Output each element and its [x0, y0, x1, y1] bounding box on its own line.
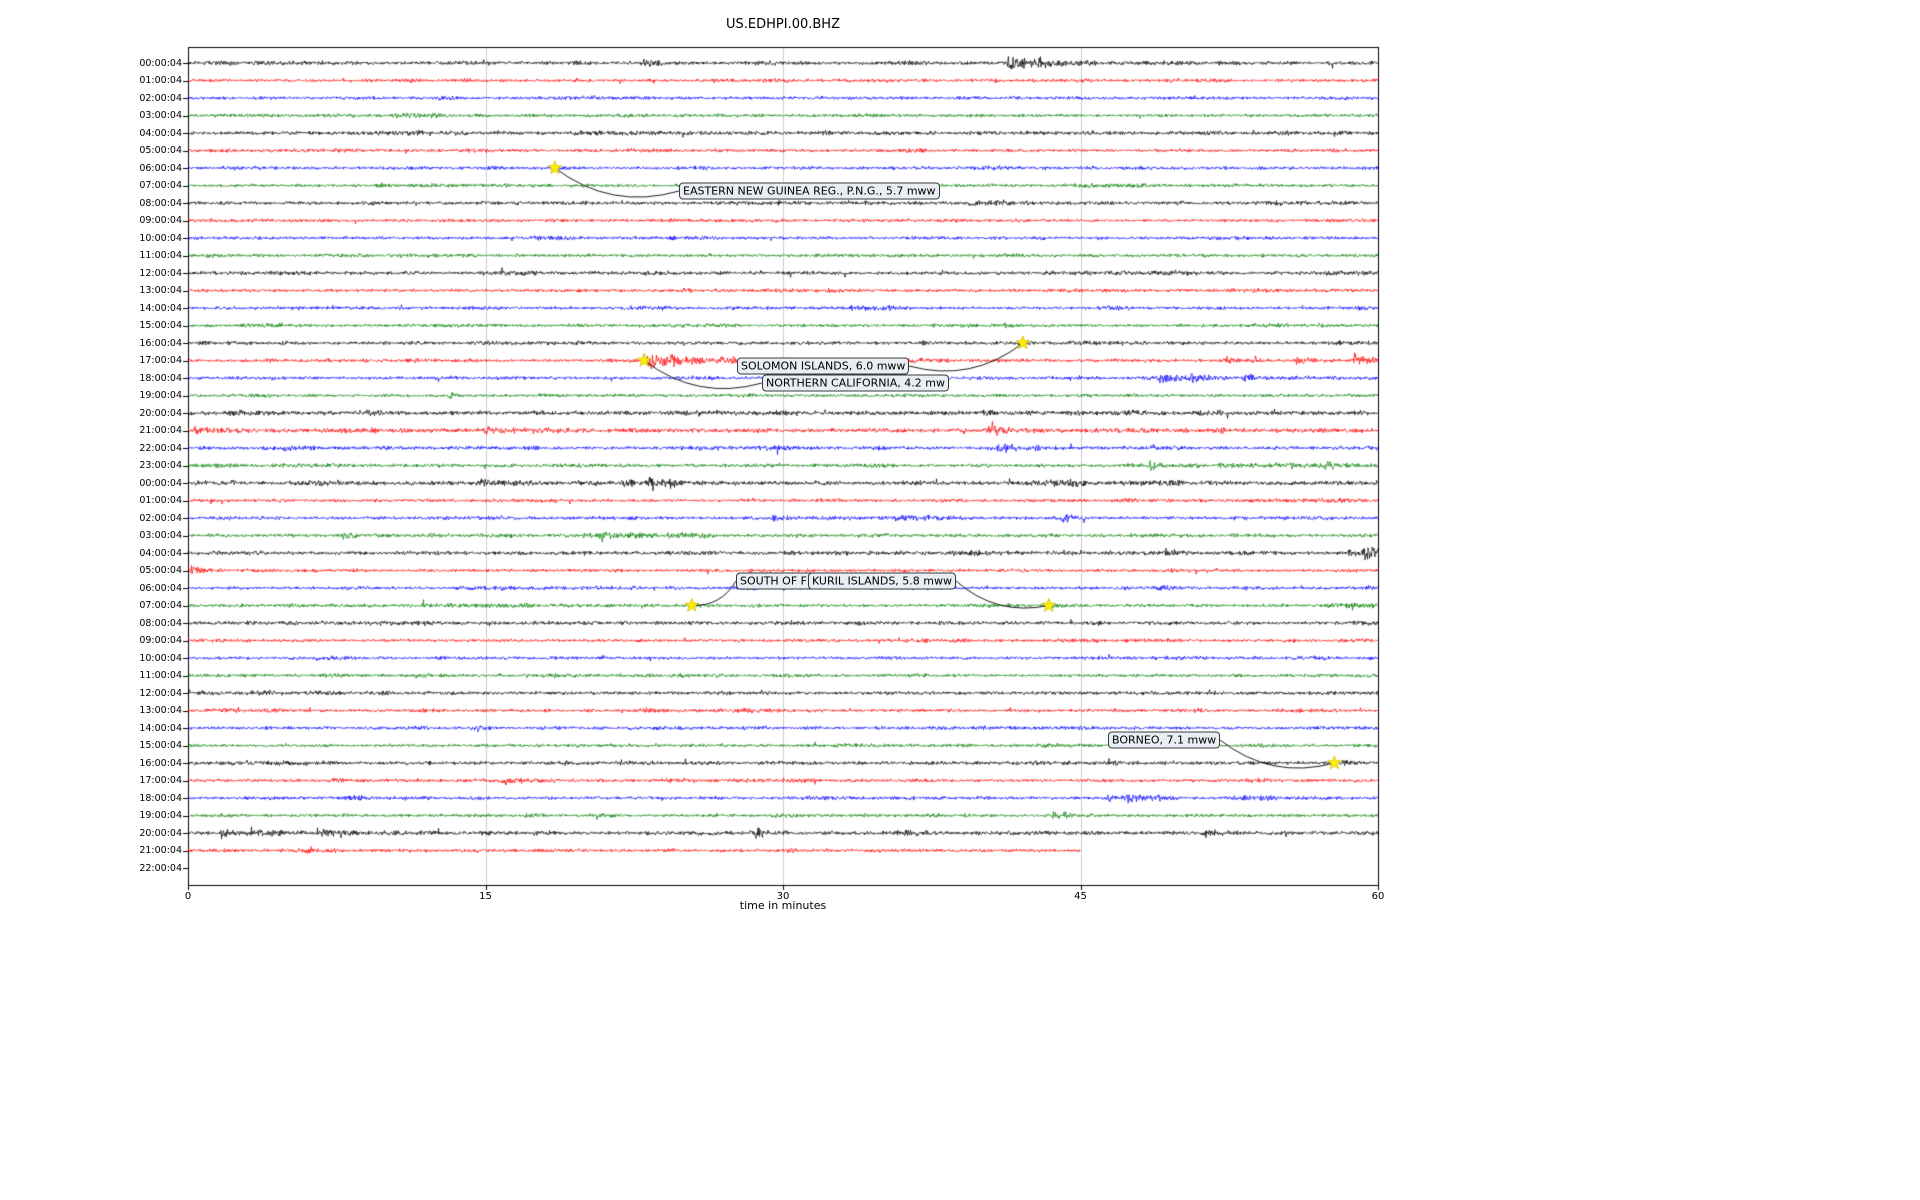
y-tick-label: 20:00:04 — [139, 827, 182, 839]
y-tick-label: 06:00:04 — [139, 162, 182, 174]
event-label: EASTERN NEW GUINEA REG., P.N.G., 5.7 mww — [679, 182, 940, 200]
y-tick-label: 09:00:04 — [139, 215, 182, 226]
y-tick-label: 19:00:04 — [139, 390, 182, 401]
y-tick-label: 18:00:04 — [139, 372, 182, 384]
y-tick-label: 12:00:04 — [139, 687, 182, 699]
y-tick-label: 14:00:04 — [139, 722, 182, 734]
y-tick-label: 02:00:04 — [139, 512, 182, 524]
y-tick-label: 09:00:04 — [139, 635, 182, 646]
y-tick-label: 11:00:04 — [139, 670, 182, 681]
y-tick-label: 04:00:04 — [139, 547, 182, 559]
chart-title: US.EDHPI.00.BHZ — [726, 17, 840, 32]
y-tick-label: 19:00:04 — [139, 810, 182, 821]
y-tick-label: 15:00:04 — [139, 740, 182, 751]
y-tick-label: 07:00:04 — [139, 180, 182, 191]
y-tick-label: 03:00:04 — [139, 110, 182, 121]
y-tick-label: 05:00:04 — [139, 145, 182, 156]
y-tick-label: 01:00:04 — [139, 75, 182, 86]
y-tick-label: 01:00:04 — [139, 495, 182, 506]
y-tick-label: 15:00:04 — [139, 320, 182, 331]
y-tick-label: 14:00:04 — [139, 302, 182, 314]
y-tick-label: 13:00:04 — [139, 285, 182, 296]
x-tick-label: 30 — [776, 891, 790, 902]
y-tick-label: 17:00:04 — [139, 355, 182, 366]
x-tick-label: 0 — [184, 891, 192, 902]
y-tick-label: 03:00:04 — [139, 530, 182, 541]
event-label: BORNEO, 7.1 mww — [1108, 731, 1221, 749]
x-tick-label: 15 — [479, 891, 492, 902]
y-tick-label: 08:00:04 — [139, 197, 182, 209]
y-tick-label: 10:00:04 — [139, 652, 182, 664]
y-tick-label: 20:00:04 — [139, 407, 182, 419]
y-tick-label: 12:00:04 — [139, 267, 182, 279]
y-tick-label: 02:00:04 — [139, 92, 182, 104]
event-label: SOLOMON ISLANDS, 6.0 mww — [737, 357, 910, 375]
y-tick-label: 21:00:04 — [139, 845, 182, 856]
y-tick-label: 22:00:04 — [139, 442, 182, 454]
x-axis-label: time in minutes — [739, 899, 827, 912]
x-tick-label: 45 — [1074, 891, 1087, 902]
y-tick-label: 22:00:04 — [139, 862, 182, 874]
y-tick-label: 00:00:04 — [139, 57, 182, 69]
y-tick-label: 10:00:04 — [139, 232, 182, 244]
y-tick-label: 05:00:04 — [139, 565, 182, 576]
y-tick-label: 18:00:04 — [139, 792, 182, 804]
y-tick-label: 13:00:04 — [139, 705, 182, 716]
event-label: KURIL ISLANDS, 5.8 mww — [808, 572, 956, 590]
event-label: NORTHERN CALIFORNIA, 4.2 mw — [762, 374, 949, 392]
y-tick-label: 16:00:04 — [139, 757, 182, 769]
y-tick-label: 06:00:04 — [139, 582, 182, 594]
y-tick-label: 21:00:04 — [139, 425, 182, 436]
x-tick-label: 60 — [1371, 891, 1385, 902]
y-tick-label: 17:00:04 — [139, 775, 182, 786]
y-tick-label: 16:00:04 — [139, 337, 182, 349]
y-tick-label: 07:00:04 — [139, 600, 182, 611]
y-tick-label: 04:00:04 — [139, 127, 182, 139]
y-tick-label: 23:00:04 — [139, 460, 182, 471]
y-tick-label: 00:00:04 — [139, 477, 182, 489]
y-tick-label: 11:00:04 — [139, 250, 182, 261]
y-tick-label: 08:00:04 — [139, 617, 182, 629]
